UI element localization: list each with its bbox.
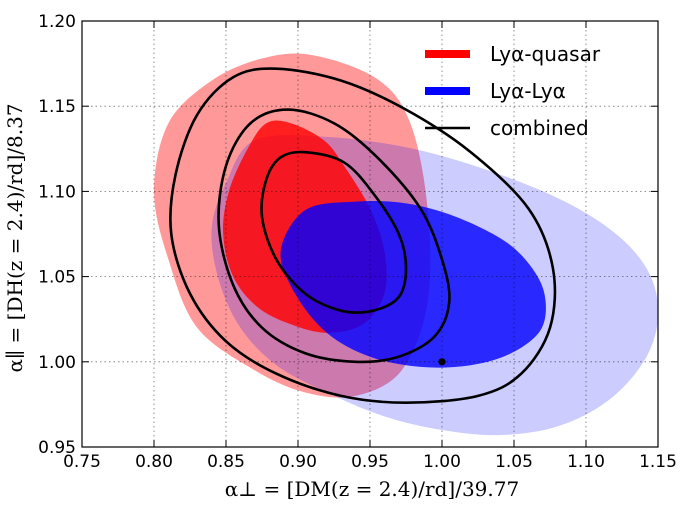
x-axis-label: α⊥ = [DM(z = 2.4)/rd]/39.77 bbox=[225, 477, 519, 501]
legend-swatch-lya-lya bbox=[425, 87, 470, 95]
y-tick-label: 0.95 bbox=[38, 438, 76, 458]
confidence-regions bbox=[154, 53, 658, 436]
grid-lines bbox=[82, 21, 658, 447]
y-tick-label: 1.10 bbox=[38, 182, 76, 202]
region-ly-ly--inner bbox=[280, 200, 546, 368]
combined-contour-inner bbox=[260, 150, 408, 314]
y-tick-label: 1.00 bbox=[38, 353, 76, 373]
fiducial-marker bbox=[438, 358, 446, 366]
y-tick-label: 1.20 bbox=[38, 12, 76, 32]
legend-swatch-lya-quasar bbox=[425, 50, 470, 58]
x-tick-label: 0.85 bbox=[207, 452, 245, 472]
x-tick-label: 0.90 bbox=[279, 452, 317, 472]
combined-contour-outer bbox=[169, 67, 557, 405]
x-tick-label: 0.75 bbox=[63, 452, 101, 472]
x-tick-label: 0.95 bbox=[351, 452, 389, 472]
markers bbox=[438, 358, 446, 366]
x-tick-label: 1.10 bbox=[567, 452, 605, 472]
y-tick-label: 1.15 bbox=[38, 97, 76, 117]
y-axis-label: α∥ = [DH(z = 2.4)/rd]/8.37 bbox=[3, 103, 27, 372]
x-tick-label: 1.15 bbox=[639, 452, 677, 472]
x-tick-label: 0.80 bbox=[135, 452, 173, 472]
legend-label: Lyα-quasar bbox=[490, 42, 601, 66]
x-tick-label: 1.00 bbox=[423, 452, 461, 472]
axis-ticks: 0.75 0.80 0.85 0.90 0.95 1.00 1.05 1.10 1.15 0.95… bbox=[38, 12, 677, 472]
combined-contour-middle bbox=[217, 108, 451, 364]
y-tick-label: 1.05 bbox=[38, 268, 76, 288]
combined-contours bbox=[169, 67, 557, 405]
legend: Lyα-quasar Lyα-Lyα combined bbox=[425, 42, 601, 140]
legend-label: combined bbox=[490, 116, 589, 140]
legend-label: Lyα-Lyα bbox=[490, 79, 566, 103]
x-tick-label: 1.05 bbox=[495, 452, 533, 472]
